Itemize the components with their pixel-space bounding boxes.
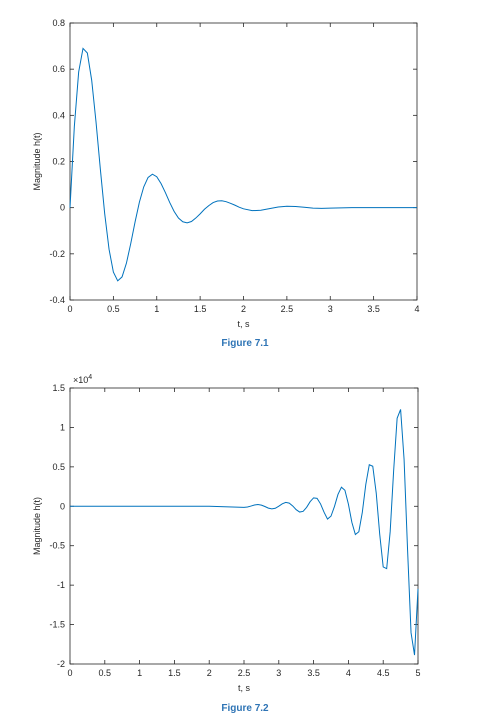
x-tick-label: 1 [154,304,159,314]
x-tick-label: 0 [67,668,72,678]
y-tick-label: -1 [57,580,65,590]
y-tick-label: 0.4 [52,110,65,120]
y-tick-label: 0.6 [52,64,65,74]
x-tick-label: 4 [346,668,351,678]
y-tick-label: -2 [57,659,65,669]
x-tick-label: 2.5 [238,668,251,678]
x-tick-label: 0.5 [107,304,120,314]
x-tick-label: 2 [207,668,212,678]
multiplier-power: 4 [88,374,92,381]
line [70,409,419,656]
x-tick-label: 1.5 [194,304,207,314]
x-axis-label: t, s [238,683,251,693]
x-tick-label: 0.5 [99,668,112,678]
y-tick-label: 1.5 [52,383,65,393]
x-tick-label: 0 [67,304,72,314]
y-tick-label: 0 [60,203,65,213]
chart: 0 0.5 1 1.5 2 2.5 3 3.5 4 4.5 5 -2 -1.5 -1 -0.5 0 0.5 1 1.… [32,374,421,714]
plot-area [69,22,418,301]
x-tick-label: 4.5 [377,668,390,678]
y-tick-label: 1 [60,422,65,432]
line [69,47,417,282]
y-tick-label: 0 [60,501,65,511]
x-tick-label: 5 [415,668,420,678]
chart: 0 0.5 1 1.5 2 2.5 3 3.5 4 -0.4 -0.2 0 0.2 0.4 0.6 0.8 t,… [32,18,420,349]
y-axis-label: Magnitude h(t) [32,132,42,190]
figure-caption: Figure 7.2 [221,703,269,714]
y-multiplier: ×104 [73,374,92,385]
x-tick-label: 2 [241,304,246,314]
y-tick-label: -1.5 [49,620,65,630]
y-tick-label: -0.4 [49,295,65,305]
x-tick-label: 3.5 [367,304,380,314]
x-tick-label: 3 [328,304,333,314]
y-tick-label: 0.8 [52,18,65,28]
x-axis-label: t, s [237,319,250,329]
y-tick-label: 0.2 [52,157,65,167]
multiplier-base: ×10 [73,375,88,385]
x-tick-label: 1.5 [168,668,181,678]
x-tick-label: 3 [276,668,281,678]
x-tick-label: 3.5 [307,668,320,678]
y-tick-label: 0.5 [52,462,65,472]
x-tick-label: 2.5 [281,304,294,314]
figure-caption: Figure 7.1 [221,338,269,349]
x-tick-label: 1 [137,668,142,678]
y-tick-label: -0.2 [49,249,65,259]
y-axis-label: Magnitude h(t) [32,497,42,555]
x-tick-label: 4 [414,304,419,314]
plot-area [69,387,419,665]
y-tick-label: -0.5 [49,541,65,551]
